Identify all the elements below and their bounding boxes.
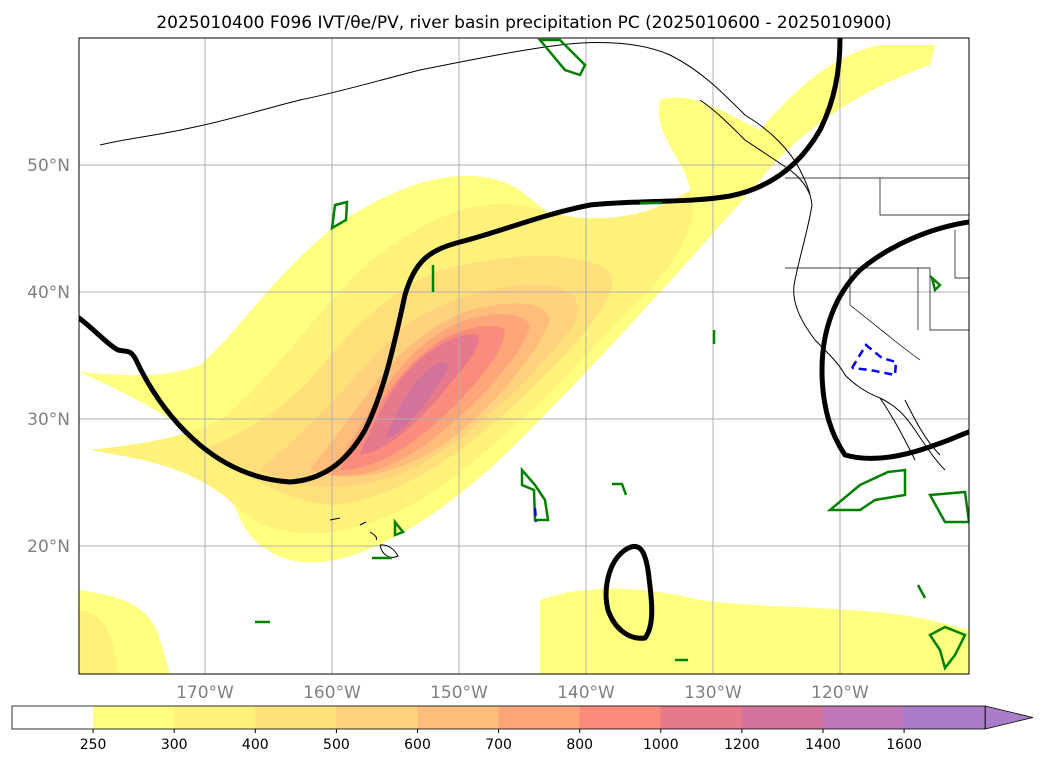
- coastlines: [99, 42, 969, 558]
- chart-title: 2025010400 F096 IVT/θe/PV, river basin p…: [156, 13, 891, 33]
- lat-tick-label: 30°N: [27, 410, 70, 430]
- colorbar-segment: [417, 706, 500, 729]
- colorbar-segment: [498, 706, 581, 729]
- alaska-coast: [99, 42, 813, 206]
- pv-contour: [929, 274, 942, 293]
- hawaii-islands: [329, 517, 399, 558]
- colorbar-segment: [93, 706, 175, 729]
- colorbar-tick-label: 300: [161, 737, 188, 753]
- pv-contour: [537, 38, 587, 77]
- colorbar-tick-label: 1400: [805, 737, 841, 753]
- lat-tick-labels: 50°N 40°N 30°N 20°N: [27, 156, 70, 557]
- colorbar-segment: [823, 706, 905, 729]
- colorbar-tick-label: 1600: [886, 737, 922, 753]
- colorbar-segment: [741, 706, 824, 729]
- lon-tick-label: 120°W: [811, 683, 869, 703]
- pv-contour: [393, 518, 406, 537]
- colorbar-extend-arrow: [984, 705, 1034, 730]
- pv-contour: [826, 468, 907, 512]
- pv-contour: [916, 584, 927, 599]
- pv-contour: [330, 200, 349, 231]
- lon-tick-label: 160°W: [303, 683, 361, 703]
- pv-contour: [612, 482, 628, 496]
- colorbar-tick-label: 1200: [724, 737, 760, 753]
- precip-pc-contour-hawaii: [533, 507, 538, 523]
- lon-tick-label: 170°W: [176, 683, 234, 703]
- lon-tick-labels: 170°W 160°W 150°W 140°W 130°W 120°W: [176, 683, 869, 703]
- pv-contour: [520, 466, 550, 522]
- ivt-contour-1200: [385, 362, 448, 440]
- lon-tick-label: 140°W: [557, 683, 615, 703]
- gridlines: [79, 38, 969, 674]
- colorbar-tick-label: 600: [404, 737, 431, 753]
- ivt-contour-300-south: [79, 610, 118, 674]
- colorbar-tick-label: 400: [242, 737, 269, 753]
- precip-pc-contour-california: [850, 343, 898, 377]
- colorbar-tick-label: 1000: [643, 737, 679, 753]
- lat-tick-label: 40°N: [27, 283, 70, 303]
- lon-tick-label: 130°W: [684, 683, 742, 703]
- colorbar-segment: [12, 706, 94, 729]
- pv-contour: [927, 490, 969, 524]
- pv-contour: [928, 625, 967, 671]
- states-borders: [785, 177, 969, 361]
- colorbar-tick-label: 800: [566, 737, 593, 753]
- colorbar-segment: [174, 706, 256, 729]
- lat-tick-label: 20°N: [27, 537, 70, 557]
- us-west-coast: [793, 204, 946, 471]
- colorbar-tick-label: 700: [485, 737, 512, 753]
- theta-e-line-east: [819, 219, 969, 461]
- colorbar-segment: [255, 706, 337, 729]
- bc-coast: [699, 99, 811, 196]
- precipitation-pc-contours: [533, 343, 898, 523]
- colorbar-segment: [579, 706, 662, 729]
- pv-contours: [255, 38, 969, 671]
- colorbar: 250 300 400 500 600 700 800 1000 1200 1400 1600: [11, 705, 1034, 753]
- map-frame: [78, 37, 970, 675]
- colorbar-tick-label: 500: [323, 737, 350, 753]
- ivt-contour-250-south: [79, 588, 969, 674]
- colorbar-segment: [904, 706, 986, 729]
- map-area: [79, 38, 969, 674]
- theta-e-line-main: [79, 38, 843, 485]
- colorbar-segment: [336, 706, 418, 729]
- theta-e-line-loop: [603, 543, 655, 641]
- ivt-filled-contours: [79, 45, 969, 674]
- lat-tick-label: 50°N: [27, 156, 70, 176]
- lon-tick-label: 150°W: [430, 683, 488, 703]
- colorbar-segment: [660, 706, 743, 729]
- theta-e-contours: [79, 38, 969, 641]
- colorbar-tick-label: 250: [80, 737, 107, 753]
